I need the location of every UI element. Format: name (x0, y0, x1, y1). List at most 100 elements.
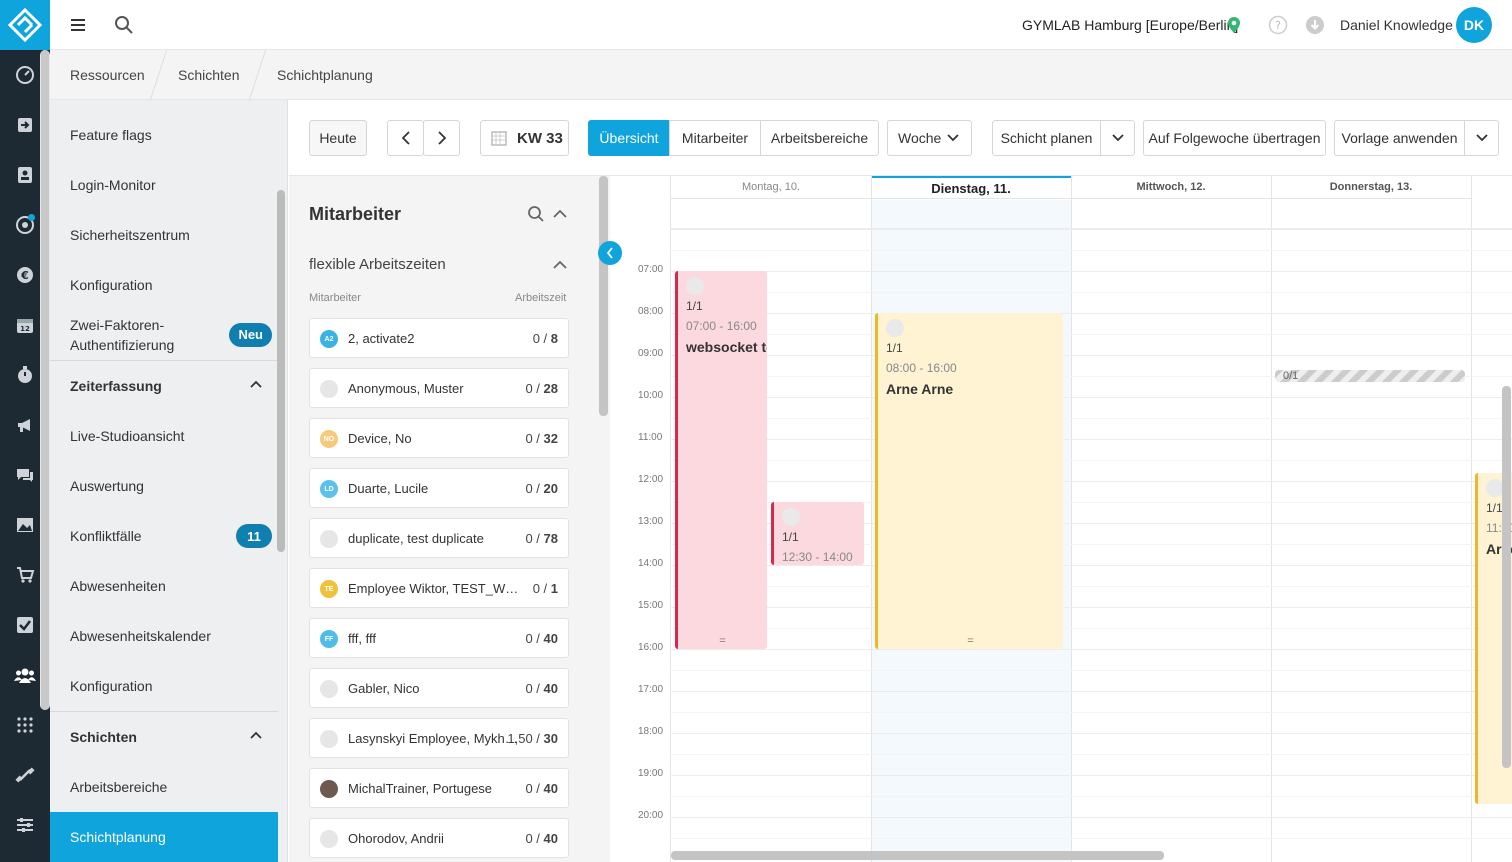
sidebar-item-absence-calendar[interactable]: Abwesenheitskalender (70, 628, 211, 644)
employee-scrollbar[interactable] (599, 176, 608, 416)
section-zeiterfassung[interactable]: Zeiterfassung (50, 360, 278, 410)
tasks-icon[interactable] (13, 613, 37, 637)
chevron-up-icon[interactable] (553, 260, 567, 270)
contacts-icon[interactable] (13, 163, 37, 187)
day-header[interactable]: Dienstag, 11. (871, 176, 1071, 199)
shift-block[interactable]: 0/1 (1275, 369, 1465, 382)
app-logo[interactable] (0, 0, 50, 50)
drag-handle-icon[interactable]: = (967, 635, 974, 647)
svg-text:€: € (20, 269, 29, 282)
employee-avatar: LD (320, 480, 338, 498)
chevron-up-icon[interactable] (553, 209, 567, 219)
settings-sliders-icon[interactable] (13, 813, 37, 837)
employee-card[interactable]: A2 2, activate2 0 / 8 (309, 318, 569, 358)
calendar-icon[interactable]: 12 (13, 313, 37, 337)
target-icon[interactable] (13, 213, 37, 237)
plan-shift-dropdown[interactable] (1100, 120, 1135, 156)
user-placeholder-icon (686, 277, 704, 295)
dashboard-icon[interactable] (13, 63, 37, 87)
shift-block[interactable]: 1/1 12:30 - 14:00 (771, 502, 864, 565)
team-icon[interactable] (13, 663, 37, 687)
sidebar-item-configuration[interactable]: Konfiguration (70, 277, 153, 293)
employee-card[interactable]: Ohorodov, Andrii 0 / 40 (309, 818, 569, 858)
day-header[interactable]: Donnerstag, 13. (1271, 176, 1471, 199)
section-schichten[interactable]: Schichten (50, 711, 278, 761)
nav-scrollbar[interactable] (40, 50, 50, 710)
tab-overview[interactable]: Übersicht (588, 120, 670, 156)
download-icon[interactable] (1303, 13, 1327, 37)
image-icon[interactable] (13, 513, 37, 537)
employee-hours: 0 / 40 (525, 781, 558, 796)
sidebar-item-conflicts[interactable]: Konfliktfälle 11 (50, 511, 278, 561)
menu-icon[interactable] (66, 13, 90, 37)
breadcrumb-item[interactable]: Schichten (178, 67, 240, 83)
search-icon[interactable] (112, 13, 136, 37)
plan-shift-button[interactable]: Schicht planen (992, 120, 1101, 156)
day-header[interactable]: Mittwoch, 12. (1071, 176, 1271, 199)
sidebar-item-login-monitor[interactable]: Login-Monitor (70, 177, 156, 193)
dumbbell-icon[interactable] (13, 763, 37, 787)
prev-week-button[interactable] (387, 120, 424, 156)
employee-hours: 0 / 40 (525, 681, 558, 696)
user-avatar[interactable]: DK (1456, 7, 1492, 43)
employee-card[interactable]: NO Device, No 0 / 32 (309, 418, 569, 458)
transfer-next-week-button[interactable]: Auf Folgewoche übertragen (1143, 120, 1326, 156)
employee-avatar: A2 (320, 330, 338, 348)
megaphone-icon[interactable] (13, 413, 37, 437)
sidebar-item-two-factor[interactable]: Zwei-Faktoren- Authentifizierung Neu (50, 310, 278, 360)
template-dropdown[interactable] (1464, 120, 1499, 156)
timer-icon[interactable] (13, 363, 37, 387)
breadcrumb-item[interactable]: Ressourcen (70, 67, 145, 83)
help-icon[interactable]: ? (1266, 13, 1290, 37)
location-pin-icon[interactable] (1222, 13, 1246, 37)
shift-block[interactable]: 1/1 07:00 - 16:00 websocket test = (675, 271, 767, 649)
dots-grid-icon[interactable] (13, 713, 37, 737)
sidebar-item-feature-flags[interactable]: Feature flags (70, 127, 152, 143)
shift-block[interactable]: 1/1 08:00 - 16:00 Arne Arne = (875, 313, 1063, 649)
group-title[interactable]: flexible Arbeitszeiten (309, 256, 446, 273)
checkin-icon[interactable] (13, 113, 37, 137)
sidebar-item-shift-planning[interactable]: Schichtplanung (50, 812, 278, 862)
sidebar-item-absences[interactable]: Abwesenheiten (70, 578, 166, 594)
tab-work-areas[interactable]: Arbeitsbereiche (760, 120, 879, 156)
user-name[interactable]: Daniel Knowledge (1340, 17, 1453, 33)
employee-card[interactable]: MichalTrainer, Portugese 0 / 40 (309, 768, 569, 808)
calendar-vertical-scrollbar[interactable] (1502, 386, 1511, 768)
calendar-horizontal-scrollbar[interactable] (671, 851, 1164, 860)
location-label[interactable]: GYMLAB Hamburg [Europe/Berlin] (1022, 17, 1239, 33)
employee-card[interactable]: duplicate, test duplicate 0 / 78 (309, 518, 569, 558)
sidebar-item-work-areas[interactable]: Arbeitsbereiche (70, 779, 168, 795)
drag-handle-icon[interactable]: = (719, 635, 726, 647)
search-icon[interactable] (527, 205, 545, 223)
employee-card[interactable]: Gabler, Nico 0 / 40 (309, 668, 569, 708)
sidebar-item-time-configuration[interactable]: Konfiguration (70, 678, 153, 694)
half-hour-line (670, 838, 1512, 839)
hour-label: 17:00 (638, 684, 664, 695)
column-header-employee: Mitarbeiter (309, 292, 361, 304)
sidebar-item-live-studio[interactable]: Live-Studioansicht (70, 428, 185, 444)
collapse-panel-button[interactable] (598, 241, 622, 265)
employee-card[interactable]: Anonymous, Muster 0 / 28 (309, 368, 569, 408)
employee-card[interactable]: Lasynskyi Employee, Mykhailo 1,50 / 30 (309, 718, 569, 758)
week-picker[interactable]: KW 33 (480, 120, 569, 156)
employee-name: Device, No (348, 431, 412, 446)
employee-card[interactable]: LD Duarte, Lucile 0 / 20 (309, 468, 569, 508)
sidebar-scrollbar[interactable] (277, 190, 285, 552)
user-placeholder-icon (782, 508, 800, 526)
sidebar-item-evaluation[interactable]: Auswertung (70, 478, 144, 494)
chat-icon[interactable] (13, 463, 37, 487)
cart-icon[interactable] (13, 563, 37, 587)
employee-card[interactable]: TE Employee Wiktor, TEST_W_EMPLOYEE 0 / 1 (309, 568, 569, 608)
tab-employees[interactable]: Mitarbeiter (669, 120, 761, 156)
employee-hours: 1,50 / 30 (507, 731, 558, 746)
employee-card[interactable]: FF fff, fff 0 / 40 (309, 618, 569, 658)
employee-name: duplicate, test duplicate (348, 531, 484, 546)
day-header[interactable]: Montag, 10. (671, 176, 871, 199)
euro-icon[interactable]: € (13, 263, 37, 287)
employee-hours: 0 / 28 (525, 381, 558, 396)
today-button[interactable]: Heute (309, 120, 367, 156)
sidebar-item-security[interactable]: Sicherheitszentrum (70, 227, 190, 243)
next-week-button[interactable] (423, 120, 460, 156)
range-select[interactable]: Woche (887, 120, 972, 156)
apply-template-button[interactable]: Vorlage anwenden (1334, 120, 1465, 156)
